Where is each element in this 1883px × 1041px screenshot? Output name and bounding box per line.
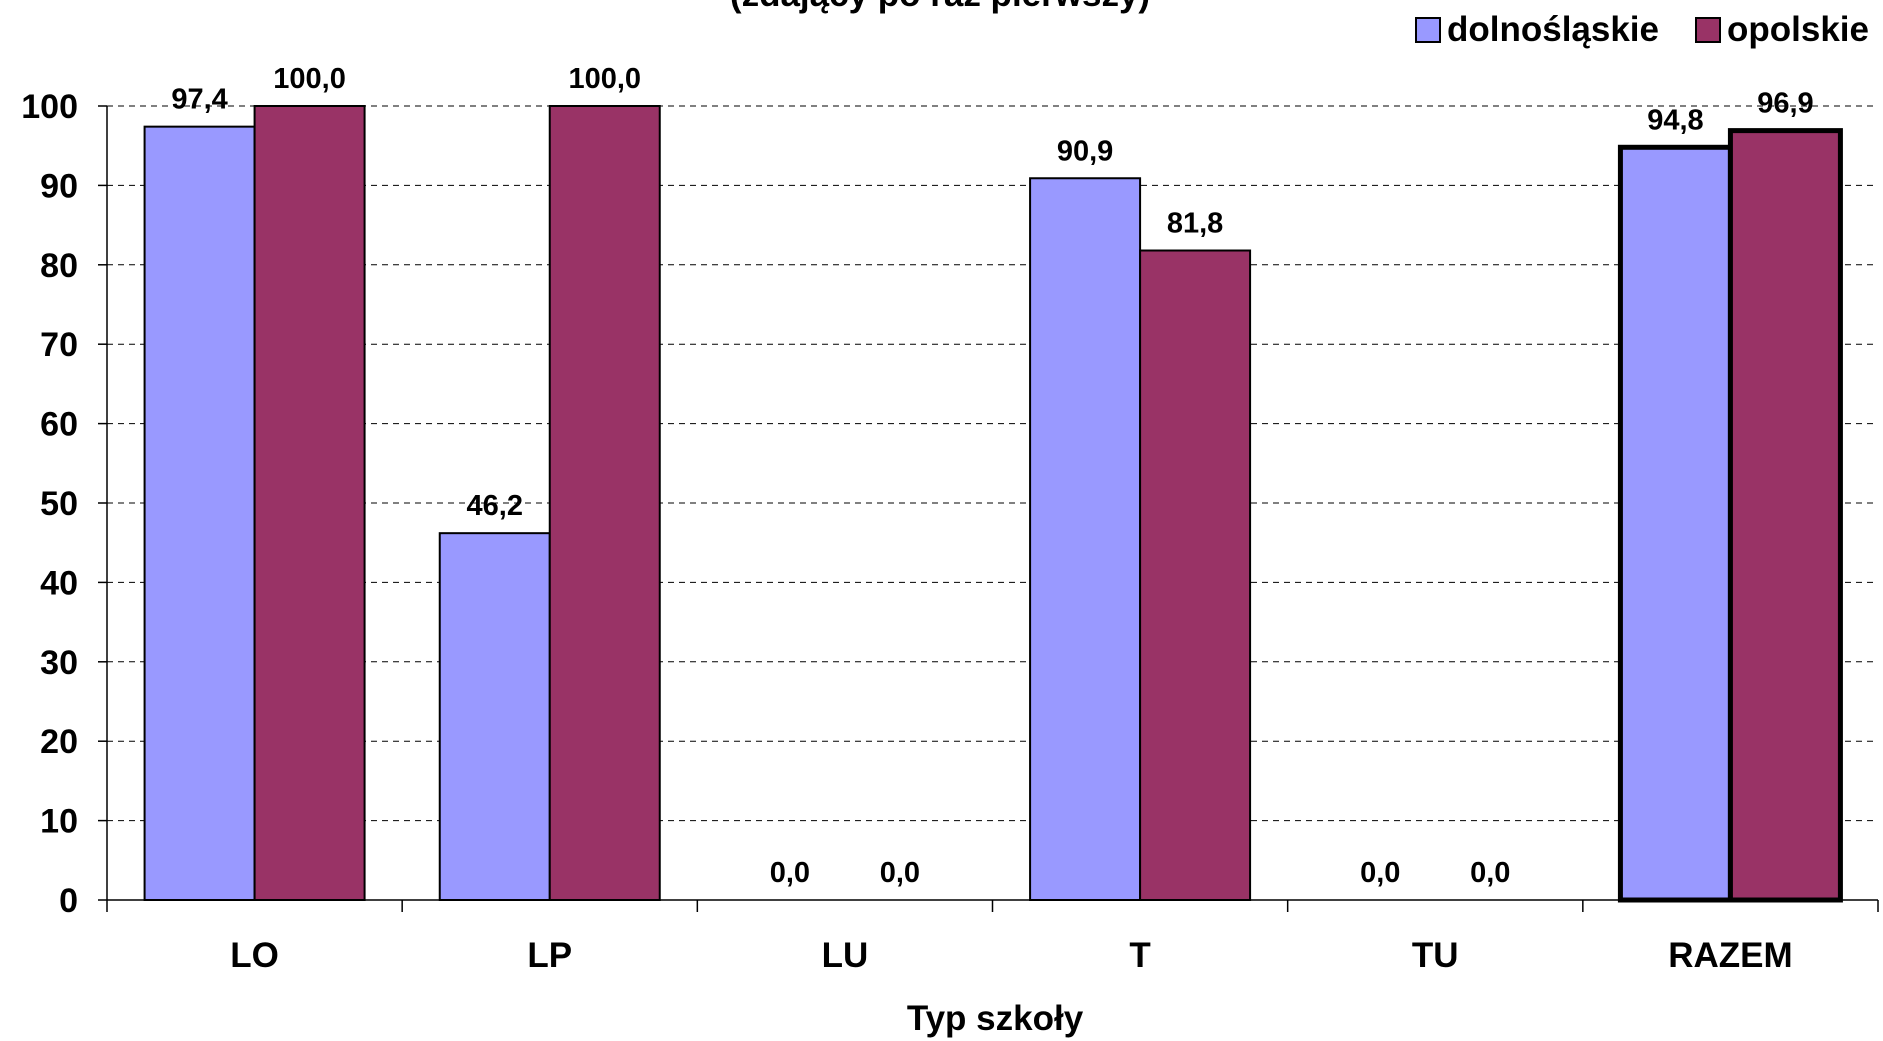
gridlines: [107, 105, 1878, 822]
data-label: 46,2: [467, 490, 523, 522]
data-label: 96,9: [1757, 88, 1813, 120]
data-label: 97,4: [171, 84, 227, 116]
bar: [1617, 144, 1733, 903]
legend-label: dolnośląskie: [1446, 10, 1660, 49]
data-label: 94,8: [1647, 104, 1703, 136]
legend-swatch: [1695, 17, 1722, 43]
y-tick-label: 30: [40, 644, 78, 682]
y-tick-label: 40: [40, 564, 78, 602]
x-tick-label: LO: [230, 936, 279, 975]
bar: [253, 105, 366, 901]
legend-item-opolskie: opolskie: [1695, 10, 1869, 50]
x-tick-label: RAZEM: [1668, 936, 1792, 975]
data-label: 0,0: [770, 857, 810, 889]
y-tick-label: 10: [40, 803, 78, 841]
data-label: 90,9: [1057, 135, 1113, 167]
data-labels: 97,4 100,0 46,2 100,0 0,0 0,0 90,9 81,8 0,0 0,0 94…: [171, 63, 1813, 889]
y-tick-label: 0: [59, 882, 78, 920]
data-label: 100,0: [568, 63, 641, 95]
legend-swatch: [1414, 17, 1441, 43]
data-label: 0,0: [1470, 857, 1510, 889]
y-tick-label: 60: [40, 406, 78, 444]
data-label: 0,0: [1360, 857, 1400, 889]
y-tick-label: 70: [40, 326, 78, 364]
chart-title: (zdający po raz pierwszy): [730, 0, 1150, 14]
bar: [143, 125, 256, 902]
legend: dolnośląskie opolskie: [1379, 10, 1869, 50]
bar: [1139, 249, 1252, 901]
bars: [143, 105, 1843, 903]
x-tick-label: T: [1129, 936, 1150, 975]
axes: [98, 105, 1879, 912]
bar: [1029, 177, 1142, 901]
y-tick-label: 100: [21, 88, 78, 126]
x-axis-title: Typ szkoły: [907, 999, 1084, 1038]
legend-label: opolskie: [1727, 10, 1869, 49]
bar: [548, 105, 661, 901]
x-tick-label: TU: [1412, 936, 1459, 975]
y-tick-label: 90: [40, 167, 78, 205]
bar: [1727, 128, 1843, 903]
data-label: 81,8: [1167, 208, 1223, 240]
data-label: 100,0: [273, 63, 346, 95]
bar: [438, 532, 551, 901]
x-tick-label: LU: [822, 936, 869, 975]
tick-labels: 0 10 20 30 40 50 60 70 80 90 100 LO LP LU T TU RAZEM: [21, 88, 1792, 975]
y-tick-label: 50: [40, 485, 78, 523]
legend-item-dolnoslaskie: dolnośląskie: [1414, 10, 1660, 50]
data-label: 0,0: [880, 857, 920, 889]
x-tick-label: LP: [527, 936, 572, 975]
y-tick-label: 20: [40, 723, 78, 761]
y-tick-label: 80: [40, 247, 78, 285]
